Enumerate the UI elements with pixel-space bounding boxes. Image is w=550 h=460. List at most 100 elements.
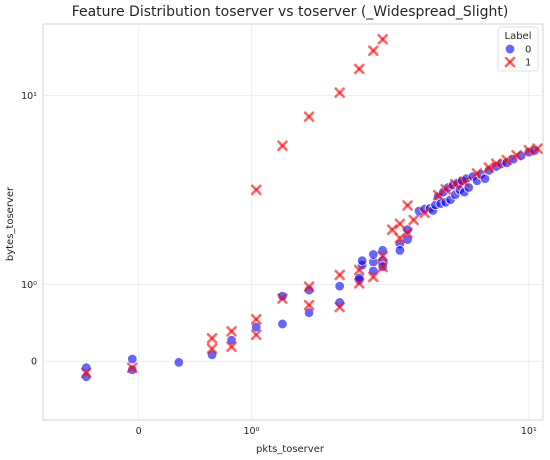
x-stroke <box>394 218 406 230</box>
x-stroke <box>440 184 452 195</box>
x-stroke <box>459 176 470 188</box>
data-point-label-0 <box>334 280 345 292</box>
x-stroke <box>303 299 315 311</box>
data-point-label-0 <box>127 353 138 365</box>
plot-area: 0 10⁰ 10¹ 0 10⁰ 10¹ <box>21 23 544 437</box>
x-stroke <box>377 33 388 45</box>
data-point-label-1 <box>226 326 237 337</box>
data-point-label-1 <box>206 343 218 354</box>
x-stroke <box>402 227 413 239</box>
x-stroke <box>368 45 379 57</box>
legend-marker-1 <box>504 56 516 68</box>
data-point-label-1 <box>334 87 345 98</box>
x-stroke <box>394 232 406 244</box>
x-stroke <box>250 184 262 196</box>
x-stroke <box>449 178 461 190</box>
data-point-label-1 <box>206 332 218 344</box>
x-tick-label: 0 <box>136 426 142 437</box>
data-point-label-1 <box>250 314 262 325</box>
plot-frame <box>42 23 544 421</box>
data-point-label-0 <box>173 357 185 368</box>
data-point-label-1 <box>368 45 379 57</box>
data-point-label-0 <box>303 307 315 318</box>
x-stroke <box>377 250 388 262</box>
x-stroke <box>368 271 379 283</box>
data-point-label-1 <box>532 143 543 154</box>
data-point-label-1 <box>483 162 495 173</box>
x-stroke <box>532 143 543 154</box>
data-point-label-1 <box>80 367 92 379</box>
x-stroke <box>334 269 345 281</box>
x-stroke <box>501 154 512 166</box>
x-stroke <box>490 158 502 169</box>
data-point-label-1 <box>250 184 262 196</box>
data-point-label-1 <box>511 149 522 161</box>
x-stroke <box>226 341 237 353</box>
data-point-label-1 <box>419 207 430 219</box>
x-stroke <box>377 261 388 273</box>
data-point-label-1 <box>377 33 388 45</box>
y-tick-label: 10¹ <box>21 91 37 102</box>
data-point-label-1 <box>277 293 288 304</box>
x-stroke <box>126 362 138 373</box>
data-point-label-1 <box>303 281 315 292</box>
data-point-label-1 <box>523 144 535 156</box>
y-tick-label: 0 <box>31 357 37 368</box>
legend: Label 0 1 <box>497 26 539 72</box>
x-stroke <box>353 63 365 75</box>
data-point-label-1 <box>353 278 365 289</box>
legend-label-1: 1 <box>525 58 531 69</box>
legend-marker-0 <box>504 43 516 55</box>
data-point-label-1 <box>440 184 452 195</box>
x-stroke <box>303 281 315 292</box>
data-point-label-1 <box>250 329 262 341</box>
data-point-label-1 <box>501 154 512 166</box>
x-stroke <box>523 144 535 156</box>
x-stroke <box>206 332 218 344</box>
data-point-label-0 <box>277 318 288 330</box>
x-stroke <box>419 207 430 219</box>
data-point-label-1 <box>377 261 388 273</box>
data-point-label-0 <box>356 255 368 266</box>
legend-label-0: 0 <box>525 45 531 56</box>
data-point-label-1 <box>471 168 483 179</box>
x-stroke <box>80 367 92 379</box>
data-point-label-1 <box>226 341 237 353</box>
x-stroke <box>226 326 237 337</box>
data-point-label-1 <box>408 214 419 226</box>
x-tick-label: 10⁰ <box>243 426 259 437</box>
data-point-label-0 <box>251 321 262 333</box>
x-stroke <box>277 140 288 151</box>
data-point-label-1 <box>402 200 413 211</box>
x-stroke <box>483 162 495 173</box>
data-point-label-0 <box>368 249 379 260</box>
x-stroke <box>303 111 315 122</box>
x-stroke <box>277 293 288 304</box>
x-stroke <box>353 264 365 276</box>
data-point-label-1 <box>459 176 470 188</box>
data-point-label-0 <box>127 364 138 375</box>
y-tick-label: 10⁰ <box>21 280 37 291</box>
data-point-label-1 <box>334 301 345 313</box>
chart-title: Feature Distribution toserver vs toserve… <box>72 4 509 20</box>
x-stroke <box>206 343 218 354</box>
x-stroke <box>408 214 419 226</box>
data-point-label-1 <box>402 227 413 239</box>
data-point-label-1 <box>303 299 315 311</box>
x-stroke <box>402 200 413 211</box>
legend-title: Label <box>505 31 532 42</box>
data-point-label-1 <box>394 218 406 230</box>
data-point-label-1 <box>368 271 379 283</box>
data-point-label-1 <box>126 362 138 373</box>
x-stroke <box>511 149 522 161</box>
x-stroke <box>250 314 262 325</box>
y-axis-label: bytes_toserver <box>5 186 16 261</box>
data-point-label-1 <box>353 63 365 75</box>
data-point-label-0 <box>394 245 406 256</box>
data-point-label-1 <box>277 140 288 151</box>
x-stroke <box>334 301 345 313</box>
x-stroke <box>471 168 483 179</box>
data-point-label-0 <box>277 290 288 302</box>
x-stroke <box>250 329 262 341</box>
